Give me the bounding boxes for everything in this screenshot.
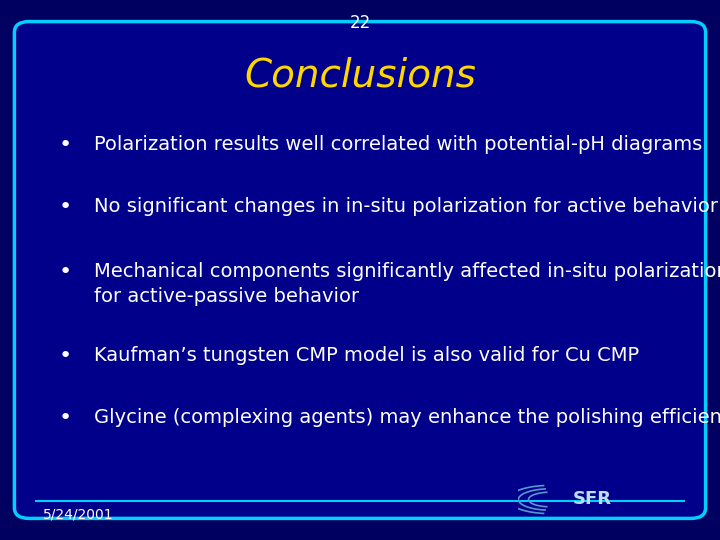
Text: SFR: SFR xyxy=(573,490,612,509)
Text: •: • xyxy=(58,135,71,155)
Text: 5/24/2001: 5/24/2001 xyxy=(43,507,114,521)
Text: 22: 22 xyxy=(349,14,371,31)
Text: Glycine (complexing agents) may enhance the polishing efficiency.: Glycine (complexing agents) may enhance … xyxy=(94,408,720,427)
Text: •: • xyxy=(58,346,71,366)
Text: •: • xyxy=(58,408,71,428)
Text: No significant changes in in-situ polarization for active behavior: No significant changes in in-situ polari… xyxy=(94,197,718,216)
Text: •: • xyxy=(58,197,71,217)
Text: Conclusions: Conclusions xyxy=(244,57,476,94)
Text: Kaufman’s tungsten CMP model is also valid for Cu CMP: Kaufman’s tungsten CMP model is also val… xyxy=(94,346,639,365)
Text: Polarization results well correlated with potential-pH diagrams: Polarization results well correlated wit… xyxy=(94,135,702,154)
Text: Mechanical components significantly affected in-situ polarization
for active-pas: Mechanical components significantly affe… xyxy=(94,262,720,306)
FancyBboxPatch shape xyxy=(14,22,706,518)
Text: •: • xyxy=(58,262,71,282)
